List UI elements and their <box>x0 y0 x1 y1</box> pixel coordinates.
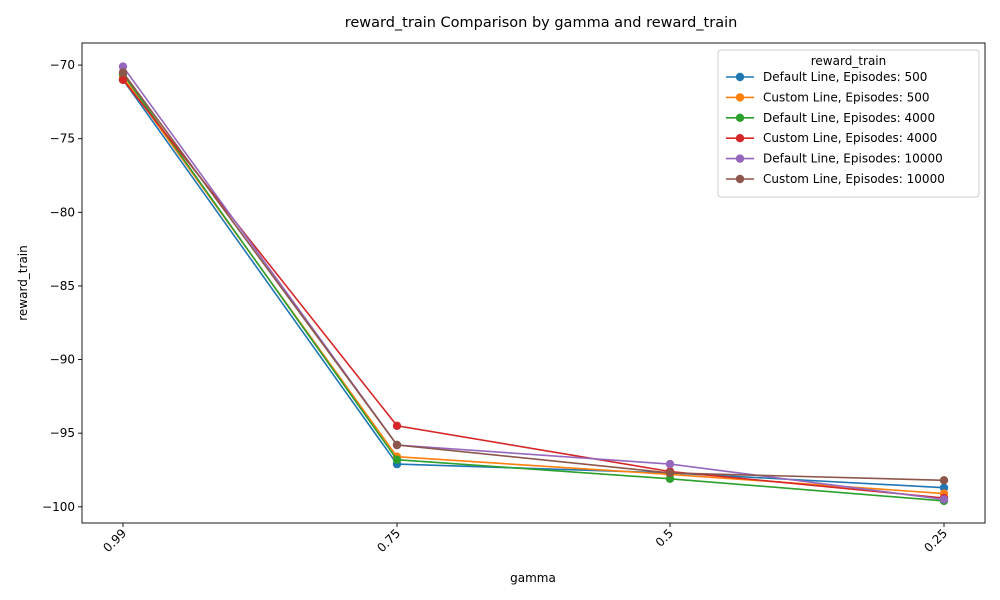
y-tick-label: −95 <box>50 426 75 440</box>
legend-swatch-marker <box>735 72 745 82</box>
legend-entry-label: Custom Line, Episodes: 4000 <box>763 131 937 145</box>
data-point <box>939 483 949 492</box>
series-line-3 <box>122 73 945 502</box>
y-tick-label: −75 <box>50 132 75 146</box>
x-tick-label: 0.75 <box>374 526 403 555</box>
data-point <box>665 468 675 478</box>
data-point <box>118 68 128 77</box>
legend-box <box>717 49 980 198</box>
legend-entry-label: Custom Line, Episodes: 10000 <box>763 172 945 186</box>
y-tick-label: −90 <box>50 353 75 367</box>
chart-title: reward_train Comparison by gamma and rew… <box>345 15 738 31</box>
data-point <box>118 75 128 85</box>
data-point <box>939 476 949 485</box>
x-tick-label: 0.99 <box>100 526 129 555</box>
y-axis-label: reward_train <box>16 245 30 321</box>
data-point <box>665 459 675 469</box>
plot-frame <box>81 42 986 524</box>
y-tick-label: −100 <box>42 500 75 514</box>
x-tick-label: 0.25 <box>921 526 950 555</box>
data-point <box>665 474 675 483</box>
y-tick-label: −85 <box>50 279 75 293</box>
legend-swatch-marker <box>735 134 745 143</box>
legend-entry-label: Default Line, Episodes: 10000 <box>763 152 943 166</box>
legend-swatch-marker <box>735 93 745 102</box>
legend: reward_train Default Line, Episodes: 500 C… <box>717 49 980 198</box>
data-point <box>939 495 949 504</box>
series-line-6 <box>122 71 945 482</box>
x-axis-label: gamma <box>510 571 556 585</box>
legend-entry-label: Default Line, Episodes: 4000 <box>763 111 935 125</box>
x-tick-label: 0.5 <box>653 526 676 549</box>
legend-entry-label: Custom Line, Episodes: 500 <box>763 90 930 104</box>
data-point <box>118 62 128 71</box>
data-point <box>392 421 402 430</box>
series-line-4 <box>122 79 945 499</box>
legend-swatch-marker <box>735 174 745 184</box>
series-line-5 <box>122 66 945 501</box>
legend-entry-label: Default Line, Episodes: 500 <box>763 70 927 84</box>
data-point <box>392 455 402 464</box>
data-point <box>392 440 402 450</box>
legend-swatch-marker <box>735 113 745 123</box>
legend-title: reward_train <box>811 54 887 68</box>
y-tick-label: −80 <box>50 205 75 219</box>
legend-swatch-marker <box>735 154 745 163</box>
y-tick-label: −70 <box>50 58 75 72</box>
plot-area <box>118 62 949 506</box>
